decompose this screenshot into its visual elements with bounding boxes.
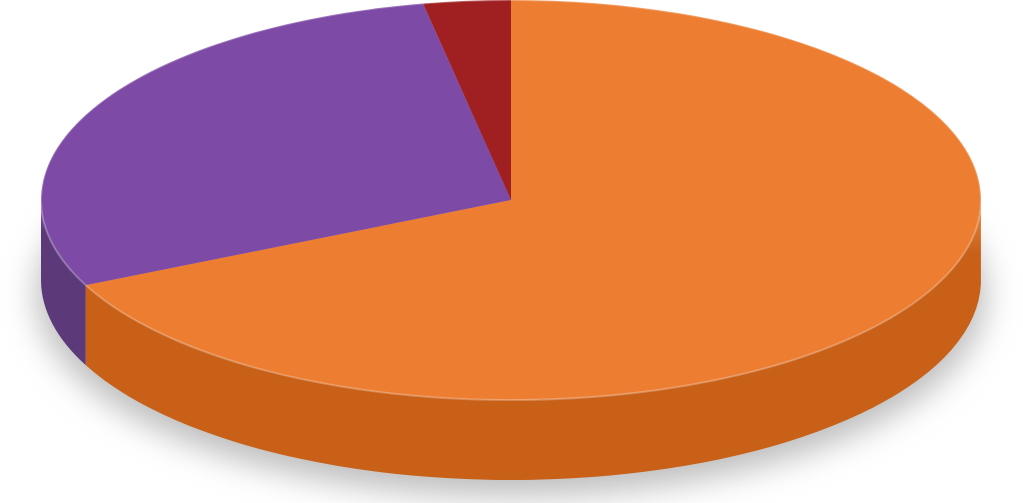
pie-chart-svg xyxy=(0,0,1023,503)
pie-chart-3d xyxy=(0,0,1023,503)
